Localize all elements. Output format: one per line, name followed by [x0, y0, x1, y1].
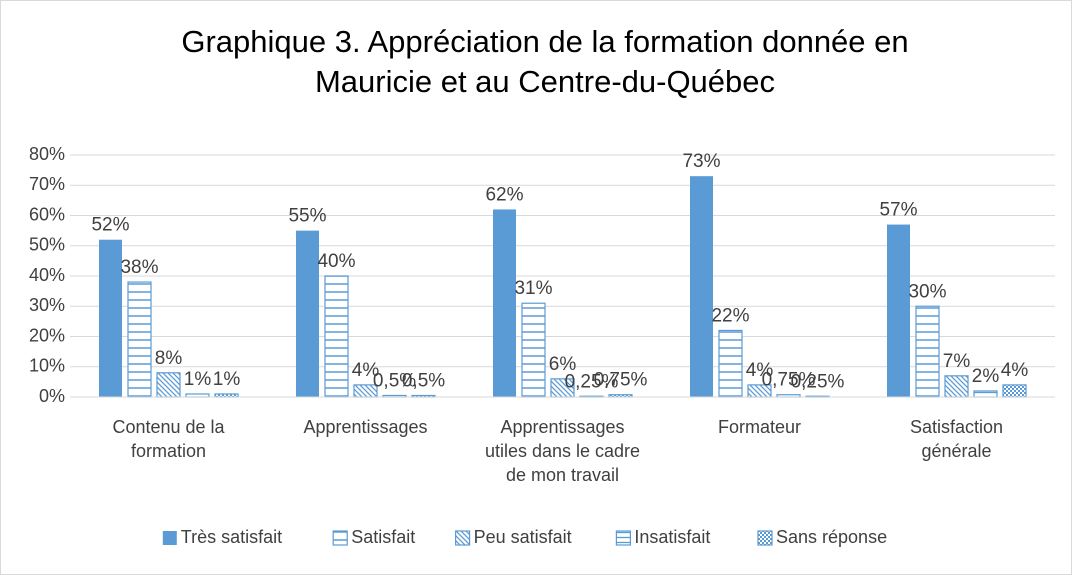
bar: [521, 302, 546, 398]
legend-label: Insatisfait: [634, 527, 710, 547]
bar: [915, 305, 940, 398]
legend-label: Très satisfait: [181, 527, 282, 547]
x-tick-label: Formateur: [718, 417, 801, 437]
legend-label: Peu satisfait: [474, 527, 572, 547]
legend-swatch: [757, 530, 773, 546]
x-tick-label: Contenu de la formation: [112, 417, 225, 461]
data-label: 8%: [155, 348, 183, 369]
y-tick-label: 60%: [29, 204, 65, 224]
data-label: 52%: [91, 215, 129, 236]
bar: [1002, 384, 1027, 398]
x-tick-label: Apprentissages utiles dans le cadre de mon…: [485, 417, 640, 485]
data-label: 1%: [184, 369, 212, 390]
data-label: 0,75%: [594, 370, 648, 391]
data-label: 7%: [943, 351, 971, 372]
data-label: 0,5%: [373, 371, 416, 392]
data-label: 55%: [288, 206, 326, 227]
bar: [127, 281, 152, 398]
bar: [973, 390, 998, 398]
legend-label: Satisfait: [351, 527, 415, 547]
y-tick-label: 40%: [29, 265, 65, 285]
legend-swatch: [455, 530, 471, 546]
data-label: 0,25%: [565, 371, 619, 392]
bar: [156, 372, 181, 398]
data-label: 31%: [514, 278, 552, 299]
bar: [99, 239, 122, 397]
data-label: 0,5%: [402, 371, 445, 392]
data-label: 57%: [879, 200, 917, 221]
y-tick-label: 10%: [29, 356, 65, 376]
data-label: 6%: [549, 354, 577, 375]
data-label: 4%: [746, 360, 774, 381]
bar: [296, 230, 319, 397]
bar: [718, 329, 743, 398]
data-label: 4%: [352, 360, 380, 381]
y-tick-label: 80%: [29, 144, 65, 164]
bar: [944, 375, 969, 398]
y-tick-label: 50%: [29, 235, 65, 255]
data-label: 30%: [908, 281, 946, 302]
data-label: 38%: [120, 257, 158, 278]
data-label: 73%: [682, 151, 720, 172]
legend-swatch: [615, 530, 632, 546]
bar: [690, 176, 713, 397]
y-tick-label: 70%: [29, 174, 65, 194]
data-label: 0,75%: [762, 370, 816, 391]
data-label: 4%: [1001, 360, 1029, 381]
x-tick-label: Satisfaction générale: [910, 417, 1003, 461]
chart-title: Graphique 3. Appréciation de la formatio…: [181, 24, 908, 99]
bar: [324, 275, 349, 398]
y-tick-label: 0%: [39, 386, 65, 406]
data-label: 22%: [711, 305, 749, 326]
data-label: 0,25%: [791, 371, 845, 392]
bar: [493, 209, 516, 397]
y-tick-label: 30%: [29, 295, 65, 315]
data-label: 40%: [317, 251, 355, 272]
x-tick-label: Apprentissages: [303, 417, 427, 437]
legend-label: Sans réponse: [776, 527, 887, 547]
data-label: 1%: [213, 369, 241, 390]
legend-swatch: [162, 531, 177, 545]
bar: [887, 224, 910, 397]
y-tick-label: 20%: [29, 325, 65, 345]
data-label: 62%: [485, 184, 523, 205]
data-label: 2%: [972, 366, 1000, 387]
legend-swatch: [332, 530, 348, 546]
